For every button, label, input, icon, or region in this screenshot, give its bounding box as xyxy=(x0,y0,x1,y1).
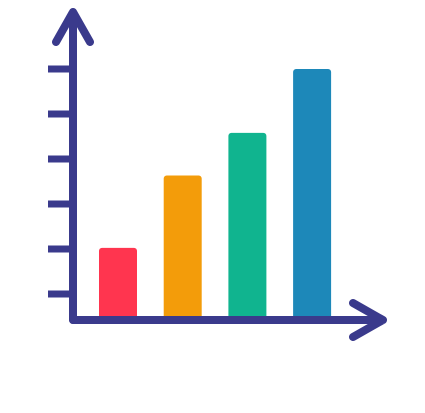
y-axis-line xyxy=(52,8,94,324)
y-ticks-layer xyxy=(48,65,73,298)
bar-2 xyxy=(163,175,202,320)
x-axis-line xyxy=(69,299,387,341)
bar-4 xyxy=(293,69,332,320)
bar-1 xyxy=(99,247,137,320)
bar-3 xyxy=(228,132,267,320)
axes-layer xyxy=(52,8,387,341)
bars-layer xyxy=(99,69,332,320)
